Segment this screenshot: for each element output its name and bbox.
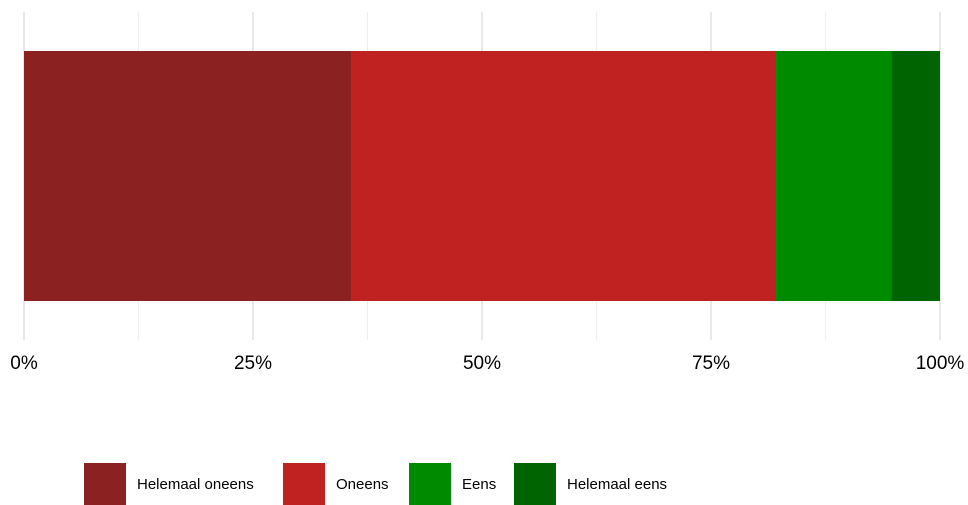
legend-label: Oneens [336,476,389,493]
legend-swatch [409,463,451,505]
bar-segment-2 [351,51,777,301]
legend-swatch [514,463,556,505]
x-tick-label: 100% [916,353,965,374]
x-tick-label: 50% [463,353,501,374]
x-tick-label: 25% [234,353,272,374]
legend-label: Helemaal oneens [137,476,254,493]
x-tick-label: 75% [692,353,730,374]
legend-label: Eens [462,476,496,493]
x-axis-tick-labels: 0% 25% 50% 75% 100% [10,353,964,374]
bar-segment-4 [891,51,940,301]
legend-label: Helemaal eens [567,476,667,493]
bars [24,51,940,301]
legend-swatch [84,463,126,505]
legend: Helemaal oneens Oneens Eens Helemaal eens [84,463,667,505]
x-tick-label: 0% [10,353,38,374]
bar-segment-1 [24,51,352,301]
bar-segment-3 [776,51,892,301]
legend-swatch [283,463,325,505]
